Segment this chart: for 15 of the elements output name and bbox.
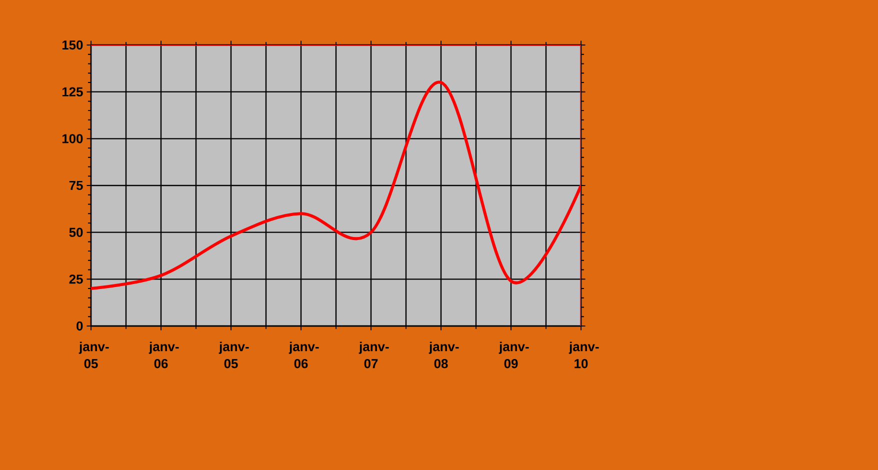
x-tick-label: janv-06 [148, 342, 179, 368]
y-tick-label: 125 [62, 87, 83, 96]
x-tick-label: janv-08 [428, 342, 459, 368]
y-tick-label: 0 [76, 321, 83, 331]
y-tick-label: 50 [69, 228, 83, 237]
y-tick-label: 150 [62, 40, 83, 50]
y-tick-label: 25 [69, 274, 83, 284]
y-tick-label: 75 [69, 180, 83, 190]
x-tick-label: janv-09 [498, 342, 529, 368]
x-tick-label: janv-05 [78, 342, 109, 368]
x-tick-label: janv-06 [288, 342, 319, 368]
y-tick-label: 100 [62, 134, 83, 144]
x-tick-label: janv-07 [358, 342, 389, 368]
x-tick-label: janv-05 [218, 342, 249, 368]
x-tick-label: janv-10 [568, 342, 599, 368]
